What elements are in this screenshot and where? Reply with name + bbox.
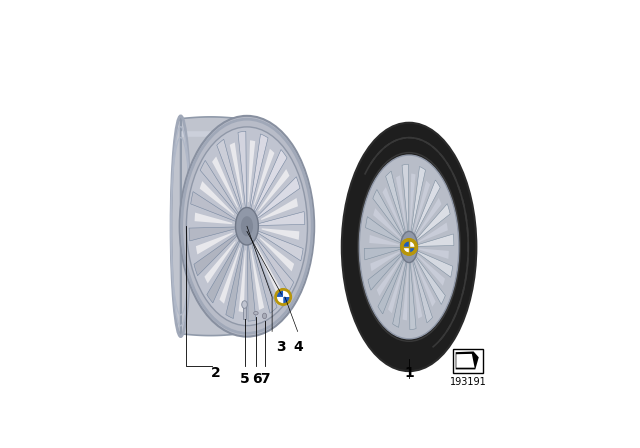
Wedge shape — [409, 247, 415, 253]
FancyBboxPatch shape — [453, 349, 483, 373]
Polygon shape — [417, 198, 442, 236]
Polygon shape — [189, 227, 238, 241]
Circle shape — [403, 241, 415, 253]
Text: 6: 6 — [252, 372, 261, 386]
Text: 5: 5 — [239, 372, 250, 386]
Polygon shape — [371, 251, 399, 271]
Polygon shape — [415, 261, 436, 307]
Polygon shape — [217, 139, 243, 214]
Polygon shape — [383, 187, 403, 233]
Ellipse shape — [236, 207, 259, 245]
Wedge shape — [403, 241, 409, 247]
Polygon shape — [419, 223, 448, 242]
Polygon shape — [412, 264, 422, 319]
Polygon shape — [249, 134, 268, 213]
Polygon shape — [419, 248, 449, 259]
Polygon shape — [456, 352, 479, 370]
Polygon shape — [413, 180, 440, 239]
Ellipse shape — [401, 231, 417, 263]
Polygon shape — [415, 250, 452, 277]
Ellipse shape — [180, 116, 314, 336]
Polygon shape — [255, 230, 303, 261]
Polygon shape — [261, 198, 298, 220]
Polygon shape — [413, 181, 430, 231]
Polygon shape — [200, 160, 241, 217]
Ellipse shape — [241, 216, 253, 236]
Polygon shape — [378, 255, 405, 314]
Polygon shape — [195, 213, 232, 224]
Wedge shape — [276, 297, 283, 304]
Text: 7: 7 — [260, 372, 270, 386]
Wedge shape — [409, 241, 415, 247]
Polygon shape — [230, 142, 243, 203]
Polygon shape — [386, 171, 406, 237]
Polygon shape — [255, 211, 305, 225]
Polygon shape — [252, 150, 287, 215]
FancyBboxPatch shape — [243, 307, 246, 319]
Wedge shape — [403, 247, 409, 253]
Text: 3: 3 — [276, 340, 285, 354]
Polygon shape — [456, 354, 475, 368]
Polygon shape — [262, 228, 300, 240]
Polygon shape — [402, 164, 409, 236]
Polygon shape — [256, 245, 282, 296]
Polygon shape — [364, 247, 403, 260]
Polygon shape — [238, 131, 246, 212]
Polygon shape — [392, 257, 408, 327]
Polygon shape — [373, 190, 404, 240]
Polygon shape — [220, 247, 240, 304]
Polygon shape — [251, 250, 264, 310]
Polygon shape — [368, 252, 404, 290]
Polygon shape — [396, 175, 406, 229]
Polygon shape — [260, 237, 294, 271]
Polygon shape — [373, 208, 401, 239]
Polygon shape — [377, 258, 401, 296]
Polygon shape — [253, 149, 275, 205]
Text: 1: 1 — [404, 366, 414, 380]
Text: 4: 4 — [294, 340, 303, 354]
Polygon shape — [414, 204, 450, 242]
Polygon shape — [196, 233, 233, 254]
Polygon shape — [247, 241, 256, 321]
Ellipse shape — [186, 127, 307, 326]
Wedge shape — [283, 297, 290, 304]
Polygon shape — [403, 265, 408, 320]
Polygon shape — [369, 235, 399, 246]
Polygon shape — [191, 192, 239, 223]
Ellipse shape — [262, 313, 267, 319]
Polygon shape — [251, 239, 277, 313]
Polygon shape — [259, 169, 289, 211]
Ellipse shape — [358, 153, 460, 341]
Wedge shape — [283, 290, 290, 297]
Wedge shape — [276, 290, 283, 297]
Polygon shape — [212, 156, 238, 208]
Text: 193191: 193191 — [450, 377, 486, 387]
Polygon shape — [410, 258, 416, 330]
Ellipse shape — [253, 311, 258, 315]
Polygon shape — [411, 167, 426, 237]
Polygon shape — [388, 263, 404, 313]
Polygon shape — [253, 235, 294, 292]
Polygon shape — [415, 234, 454, 246]
Polygon shape — [207, 237, 241, 303]
Polygon shape — [412, 257, 433, 323]
Polygon shape — [413, 254, 445, 304]
Polygon shape — [204, 241, 236, 284]
Polygon shape — [194, 233, 239, 276]
Polygon shape — [226, 240, 244, 319]
Ellipse shape — [242, 301, 247, 308]
Polygon shape — [200, 181, 234, 215]
Polygon shape — [248, 140, 255, 202]
Polygon shape — [255, 177, 300, 220]
Ellipse shape — [342, 123, 476, 371]
Polygon shape — [418, 255, 445, 286]
Ellipse shape — [359, 155, 459, 339]
Polygon shape — [365, 217, 403, 244]
Text: 2: 2 — [211, 366, 221, 380]
Polygon shape — [239, 250, 246, 312]
Polygon shape — [171, 117, 240, 336]
Circle shape — [276, 289, 291, 305]
Polygon shape — [410, 173, 415, 229]
